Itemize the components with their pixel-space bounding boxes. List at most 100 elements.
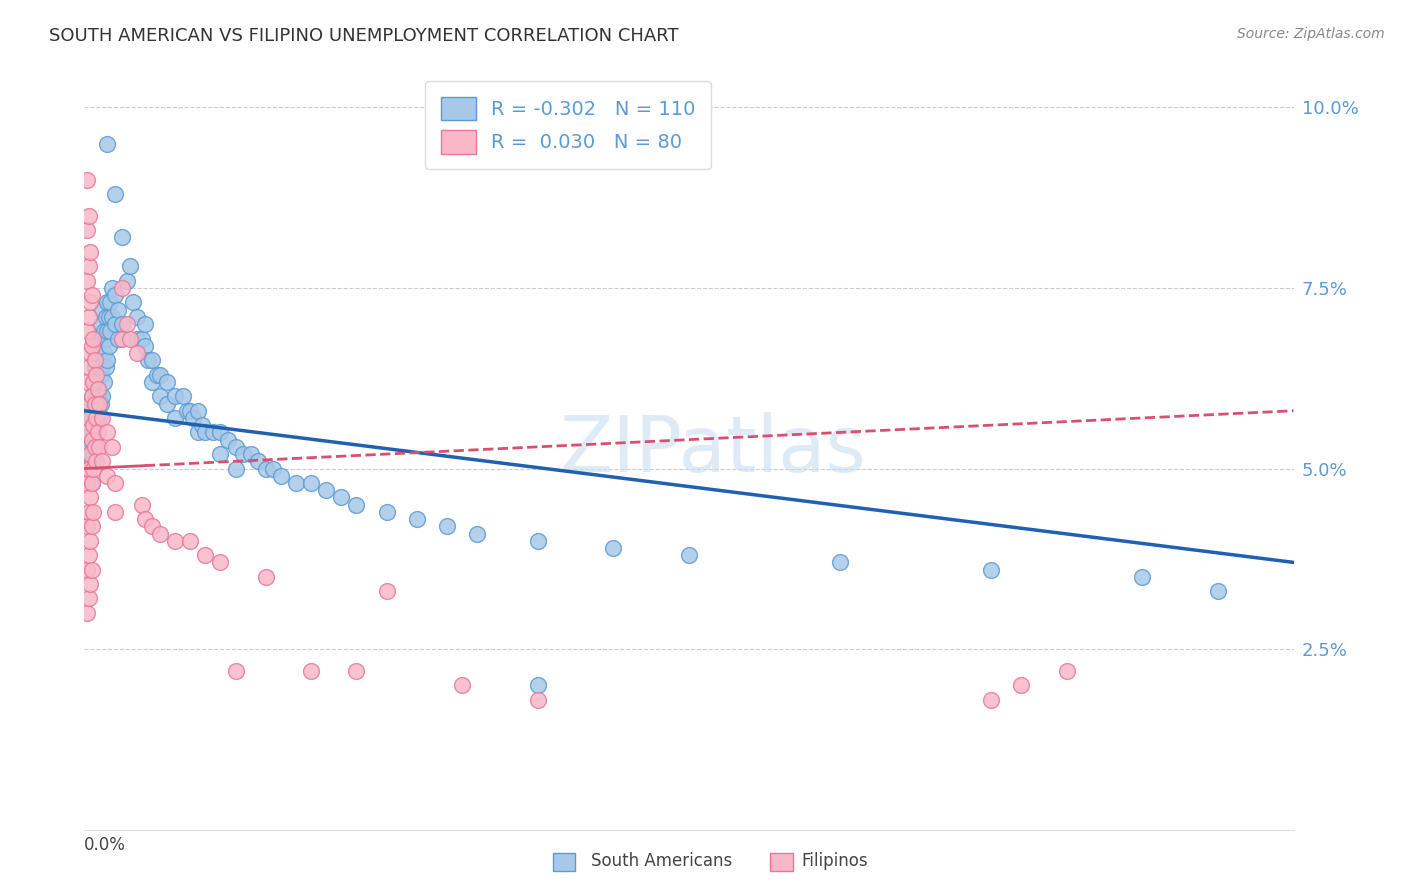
Point (239, 447, 262, 461)
Point (346, 498, 368, 512)
Point (79, 244, 101, 259)
Point (82, 403, 104, 417)
Point (225, 664, 247, 678)
Point (104, 505, 127, 519)
Point (76, 223, 98, 237)
Point (146, 368, 169, 382)
Point (76, 563, 98, 577)
Point (80, 339, 103, 353)
Text: Filipinos: Filipinos (801, 852, 868, 870)
Point (90, 396, 112, 410)
Point (79, 577, 101, 591)
Point (100, 440, 122, 454)
Point (87, 353, 110, 368)
Point (104, 317, 127, 331)
Point (299, 475, 322, 490)
Point (77, 403, 100, 417)
Point (121, 295, 143, 310)
Point (90, 346, 112, 360)
Point (86, 411, 108, 425)
Point (678, 548, 700, 562)
Point (86, 418, 108, 433)
Point (118, 332, 141, 346)
Point (115, 317, 138, 331)
Point (141, 519, 163, 533)
Point (270, 468, 292, 483)
Point (89, 440, 111, 454)
Point (84, 411, 107, 425)
Point (225, 461, 247, 475)
Point (104, 187, 127, 202)
Point (330, 491, 353, 505)
Point (86, 346, 108, 360)
Point (100, 281, 122, 295)
Point (111, 332, 134, 346)
Point (87, 425, 110, 440)
Point (80, 411, 103, 425)
Point (299, 664, 322, 678)
Text: Source: ZipAtlas.com: Source: ZipAtlas.com (1237, 27, 1385, 41)
Point (436, 519, 458, 533)
Point (82, 461, 104, 475)
Point (90, 317, 112, 331)
Point (165, 411, 187, 425)
Point (84, 433, 107, 447)
Point (149, 389, 172, 403)
Point (76, 375, 98, 389)
Point (80, 433, 103, 447)
Point (77, 260, 100, 274)
Point (127, 310, 149, 324)
Point (98, 295, 121, 310)
Point (111, 230, 134, 244)
Point (254, 461, 277, 475)
Point (82, 425, 104, 440)
Point (89, 332, 111, 346)
Point (285, 475, 308, 490)
Point (94, 332, 117, 346)
Point (84, 396, 107, 410)
Point (96, 425, 118, 440)
Point (96, 353, 118, 368)
Point (1130, 570, 1153, 584)
Point (77, 310, 100, 324)
Point (111, 317, 134, 331)
Point (406, 512, 429, 526)
Point (194, 548, 217, 562)
Point (141, 375, 163, 389)
Point (76, 519, 98, 533)
Point (96, 468, 118, 483)
Point (82, 375, 104, 389)
Point (136, 353, 159, 368)
Point (86, 454, 108, 468)
Point (80, 389, 103, 403)
Point (96, 136, 118, 151)
Text: 0.0%: 0.0% (84, 836, 127, 854)
Point (451, 678, 474, 692)
Point (79, 346, 101, 360)
Point (91, 411, 114, 425)
Point (467, 526, 489, 541)
Point (127, 332, 149, 346)
Point (156, 375, 179, 389)
Point (980, 692, 1002, 706)
Text: ZIPatlas: ZIPatlas (560, 412, 866, 489)
Text: South Americans: South Americans (591, 852, 731, 870)
Point (89, 389, 111, 403)
Point (91, 389, 114, 403)
Point (375, 584, 398, 599)
Point (77, 433, 100, 447)
Point (127, 346, 149, 360)
Point (172, 389, 194, 403)
Point (181, 411, 204, 425)
Point (134, 512, 156, 526)
Point (232, 447, 254, 461)
Point (179, 403, 201, 417)
Point (107, 302, 129, 317)
Point (90, 368, 112, 382)
Point (315, 483, 337, 498)
Point (79, 418, 101, 433)
Point (201, 425, 224, 440)
Point (98, 324, 121, 338)
Point (1206, 584, 1229, 599)
Point (80, 454, 103, 468)
